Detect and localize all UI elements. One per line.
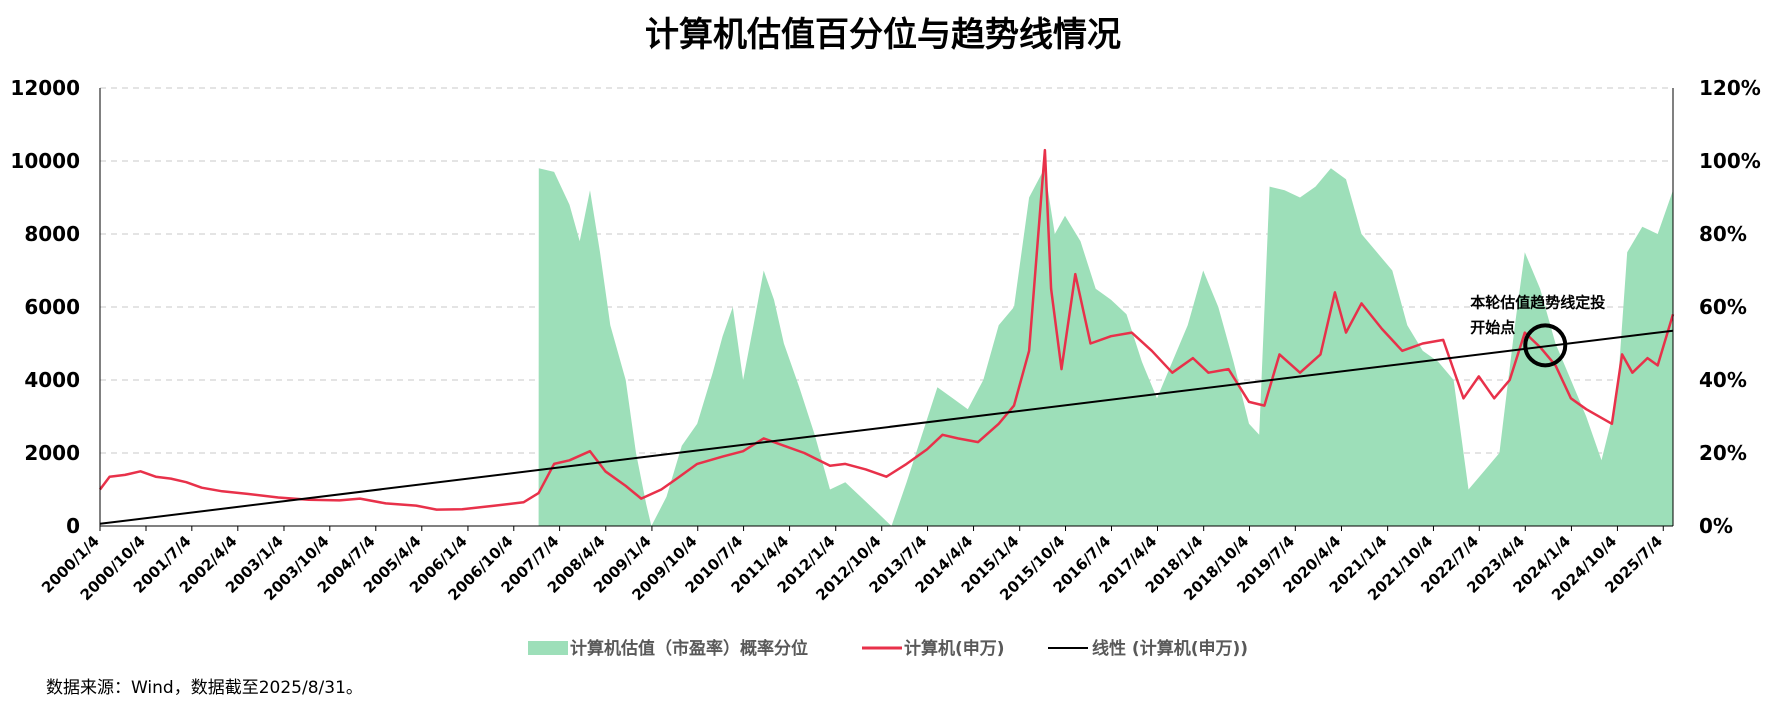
y-left-tick-labels: 0 2000 4000 6000 8000 10000 12000 <box>10 76 80 538</box>
annotation-line-2: 开始点 <box>1470 318 1515 336</box>
y-left-tick-label: 6000 <box>24 295 80 319</box>
y-left-tick-label: 4000 <box>24 368 80 392</box>
legend: 计算机估值（市盈率）概率分位 计算机(申万) 线性 (计算机(申万)) <box>528 638 1248 659</box>
y-right-tick-label: 120% <box>1699 76 1761 100</box>
y-right-tick-label: 80% <box>1699 222 1747 246</box>
source-note: 数据来源：Wind，数据截至2025/8/31。 <box>46 678 363 698</box>
y-right-tick-label: 100% <box>1699 149 1761 173</box>
legend-label-index: 计算机(申万) <box>904 638 1005 659</box>
annotation-line-1: 本轮估值趋势线定投 <box>1470 293 1605 311</box>
y-right-tick-label: 0% <box>1699 514 1733 538</box>
chart-title: 计算机估值百分位与趋势线情况 <box>645 15 1121 55</box>
annotation-circle <box>1523 323 1568 368</box>
y-right-tick-label: 40% <box>1699 368 1747 392</box>
y-left-tick-label: 12000 <box>10 76 80 100</box>
series-area-percentile <box>538 168 1673 527</box>
y-right-tick-label: 60% <box>1699 295 1747 319</box>
x-tick-labels: 2000/1/42000/10/42001/7/42002/4/42003/1/… <box>38 526 1666 604</box>
y-right-tick-labels: 0% 20% 40% 60% 80% 100% 120% <box>1699 76 1761 538</box>
y-left-tick-label: 8000 <box>24 222 80 246</box>
y-left-tick-label: 2000 <box>24 441 80 465</box>
percentile-area-layer <box>538 168 1673 527</box>
legend-swatch-percentile <box>528 641 568 655</box>
annotation: 本轮估值趋势线定投 开始点 <box>1470 293 1605 368</box>
y-left-tick-label: 0 <box>66 514 80 538</box>
y-right-tick-label: 20% <box>1699 441 1747 465</box>
y-left-tick-label: 10000 <box>10 149 80 173</box>
series-line-trend <box>99 329 1674 525</box>
line-layer <box>99 148 1675 525</box>
series-line-index <box>99 148 1675 511</box>
legend-label-trend: 线性 (计算机(申万)) <box>1092 638 1248 659</box>
legend-label-percentile: 计算机估值（市盈率）概率分位 <box>570 638 808 659</box>
